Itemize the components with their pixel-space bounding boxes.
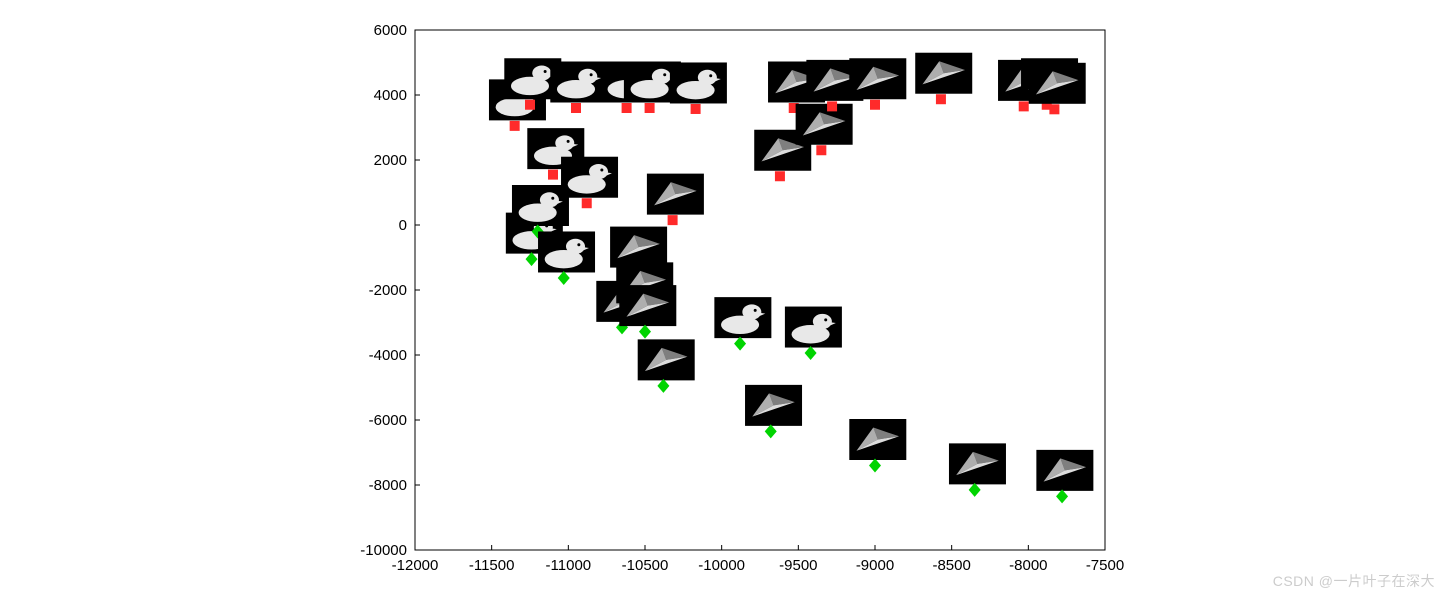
- thumb-arrow: [949, 444, 1005, 484]
- thumb-duck: [715, 298, 771, 338]
- marker-green: [765, 424, 777, 438]
- thumb-arrow: [620, 286, 676, 326]
- marker-red: [1049, 104, 1059, 114]
- thumb-arrow: [796, 104, 852, 144]
- marker-red: [870, 100, 880, 110]
- marker-green: [734, 337, 746, 351]
- marker-green: [639, 325, 651, 339]
- scatter-chart: -12000 -11500 -11000 -10500 -10000 -9500 -9000…: [0, 0, 1445, 599]
- marker-green: [558, 271, 570, 285]
- x-tick-label: -8000: [1009, 557, 1047, 574]
- x-tick-label: -8500: [932, 557, 970, 574]
- marker-red: [827, 101, 837, 111]
- thumb-duck: [562, 157, 618, 197]
- marker-green: [526, 252, 538, 266]
- marker-green: [805, 346, 817, 360]
- thumb-arrow: [850, 420, 906, 460]
- marker-green: [657, 379, 669, 393]
- marker-red: [1019, 101, 1029, 111]
- thumb-arrow: [638, 340, 694, 380]
- y-tick-label: -4000: [369, 347, 407, 364]
- thumb-duck: [785, 307, 841, 347]
- marker-red: [775, 171, 785, 181]
- marker-red: [582, 198, 592, 208]
- x-tick-label: -11500: [469, 557, 515, 574]
- marker-red: [510, 121, 520, 131]
- marker-green: [869, 459, 881, 473]
- thumb-arrow: [611, 227, 667, 267]
- x-tick-label: -7500: [1086, 557, 1124, 574]
- y-tick-label: -8000: [369, 477, 407, 494]
- marker-red: [691, 104, 701, 114]
- marker-red: [645, 103, 655, 113]
- marker-green: [969, 483, 981, 497]
- y-tick-label: 0: [399, 217, 407, 234]
- thumb-duck: [670, 63, 726, 103]
- thumb-duck: [512, 186, 568, 226]
- x-tick-label: -10000: [698, 557, 745, 574]
- thumb-arrow: [1029, 63, 1085, 103]
- marker-red: [571, 103, 581, 113]
- marker-red: [622, 103, 632, 113]
- x-tick-label: -11000: [546, 557, 592, 574]
- y-tick-label: 4000: [374, 87, 407, 104]
- thumb-duck: [551, 62, 607, 102]
- thumb-arrow: [916, 53, 972, 93]
- watermark-text: CSDN @一片叶子在深大: [1273, 571, 1435, 591]
- thumb-arrow: [746, 385, 802, 425]
- marker-red: [936, 94, 946, 104]
- marker-red: [548, 170, 558, 180]
- x-tick-label: -10500: [622, 557, 669, 574]
- marker-red: [668, 215, 678, 225]
- marker-red: [525, 100, 535, 110]
- marker-green: [1056, 489, 1068, 503]
- y-tick-label: 6000: [374, 22, 407, 39]
- x-tick-label: -9500: [779, 557, 817, 574]
- thumb-arrow: [850, 59, 906, 99]
- thumb-duck: [539, 232, 595, 272]
- thumb-arrow: [647, 174, 703, 214]
- y-tick-label: -2000: [369, 282, 407, 299]
- x-tick-label: -9000: [856, 557, 894, 574]
- marker-red: [816, 145, 826, 155]
- y-tick-label: -10000: [360, 542, 407, 559]
- y-tick-label: 2000: [374, 152, 407, 169]
- y-tick-label: -6000: [369, 412, 407, 429]
- thumb-arrow: [1037, 450, 1093, 490]
- x-tick-label: -12000: [392, 557, 439, 574]
